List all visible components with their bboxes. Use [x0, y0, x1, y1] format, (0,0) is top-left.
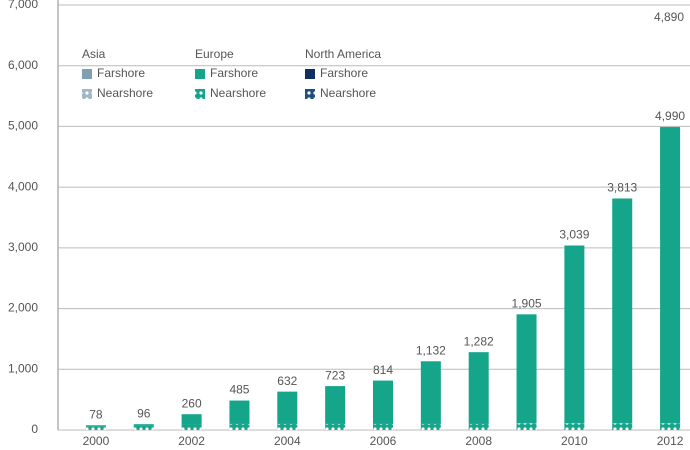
bar-pattern [420, 423, 441, 430]
bar-segment [468, 352, 489, 424]
legend-pattern [195, 89, 205, 99]
bar-segment [229, 400, 250, 424]
bar-segment [325, 386, 346, 424]
bar-segment [612, 198, 633, 424]
bar-segment [181, 414, 202, 425]
legend-pattern [82, 89, 92, 99]
y-tick-label: 0 [31, 422, 38, 436]
bar-pattern [468, 423, 489, 430]
bar-pattern [516, 423, 537, 430]
bar-pattern [181, 424, 202, 430]
x-tick-label: 2004 [274, 434, 301, 448]
bar-pattern [229, 423, 250, 430]
bar-segment [85, 425, 106, 427]
value-label: 3,039 [559, 228, 589, 242]
value-label: 3,813 [607, 181, 637, 195]
legend-label: Farshore [210, 66, 258, 80]
y-tick-label: 2,000 [8, 301, 38, 315]
value-label: 814 [373, 363, 393, 377]
legend-swatch [195, 69, 205, 79]
bar-segment [373, 380, 393, 424]
bar-pattern [133, 425, 154, 430]
legend-label: Nearshore [320, 86, 376, 100]
x-tick-label: 2002 [178, 434, 205, 448]
value-label: 96 [137, 406, 151, 420]
bar-pattern [325, 423, 346, 430]
value-label: 723 [325, 368, 345, 382]
y-tick-label: 7,000 [8, 0, 38, 11]
bar-segment [277, 391, 298, 424]
value-label: 1,905 [512, 297, 542, 311]
value-label: 260 [182, 396, 202, 410]
legend-label: Nearshore [210, 86, 266, 100]
y-tick-label: 3,000 [8, 240, 38, 254]
bar-segment [564, 245, 585, 424]
bar-segment [660, 127, 681, 424]
legend-label: Farshore [320, 66, 368, 80]
legend-label: Nearshore [97, 86, 153, 100]
y-tick-label: 4,000 [8, 179, 38, 193]
value-label: 632 [277, 374, 297, 388]
bar-pattern [373, 423, 393, 430]
legend-swatch [82, 69, 92, 79]
x-tick-label: 2006 [370, 434, 397, 448]
bar-pattern [612, 423, 633, 430]
x-tick-label: 2010 [561, 434, 588, 448]
annotation: 4,890 [654, 10, 684, 24]
legend-pattern [305, 89, 315, 99]
value-label: 1,282 [464, 334, 494, 348]
value-label: 1,132 [416, 343, 446, 357]
y-tick-label: 1,000 [8, 361, 38, 375]
bar-segment [516, 314, 537, 424]
legend-swatch [305, 69, 315, 79]
bar-pattern [85, 426, 106, 430]
x-tick-label: 2012 [657, 434, 684, 448]
legend-group: Europe [195, 47, 234, 61]
y-tick-label: 5,000 [8, 119, 38, 133]
legend-label: Farshore [97, 66, 145, 80]
bar-segment [133, 424, 154, 426]
x-tick-label: 2008 [465, 434, 492, 448]
value-label: 4,990 [655, 109, 685, 123]
bar-segment [420, 361, 441, 424]
value-label: 78 [89, 407, 103, 421]
bar-pattern [277, 423, 298, 430]
y-tick-label: 6,000 [8, 58, 38, 72]
value-label: 485 [229, 383, 249, 397]
legend-group: Asia [82, 47, 106, 61]
legend-group: North America [305, 47, 381, 61]
bar-pattern [660, 423, 681, 430]
bar-pattern [564, 423, 585, 430]
x-tick-label: 2000 [83, 434, 110, 448]
